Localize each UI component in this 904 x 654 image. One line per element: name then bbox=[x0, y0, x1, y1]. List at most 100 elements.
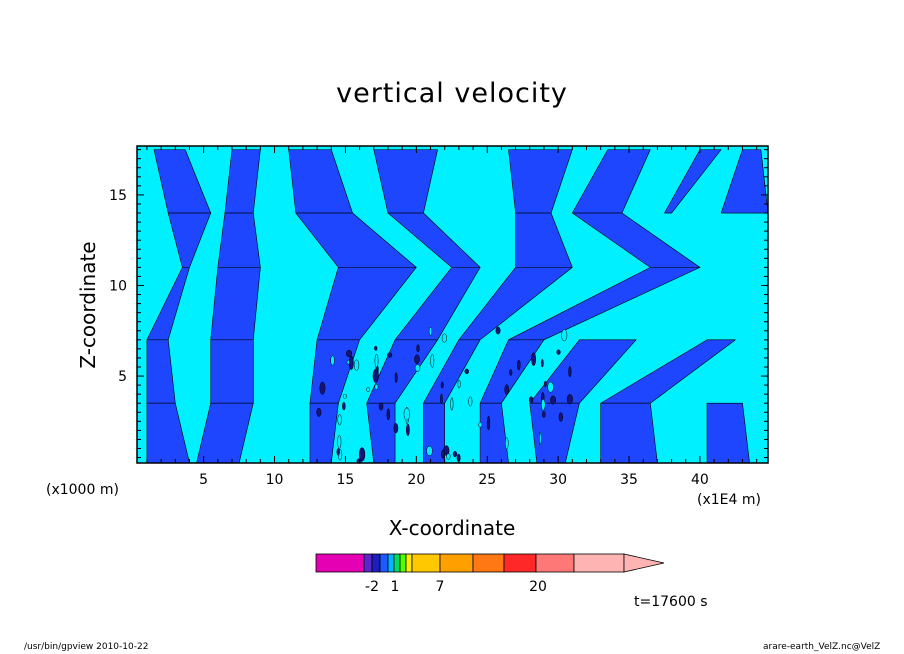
colorbar: -2 1 7 20 bbox=[315, 553, 665, 595]
colorbar-segment bbox=[472, 553, 505, 573]
small-scale-contour bbox=[441, 449, 445, 459]
small-scale-contour bbox=[528, 396, 534, 404]
footer-command: /usr/bin/gpview 2010-10-22 bbox=[24, 642, 149, 652]
time-label: t=17600 s bbox=[634, 594, 708, 610]
small-scale-contour bbox=[556, 349, 561, 355]
negative-velocity-plume bbox=[217, 212, 261, 268]
small-scale-contour bbox=[430, 353, 435, 368]
small-scale-contour bbox=[531, 352, 537, 366]
small-scale-contour bbox=[558, 412, 564, 422]
small-scale-contour bbox=[441, 333, 448, 343]
colorbar-segment bbox=[439, 553, 474, 573]
negative-velocity-plume bbox=[210, 339, 254, 404]
small-scale-contour bbox=[337, 414, 342, 426]
small-scale-contour bbox=[319, 381, 326, 395]
small-scale-contour bbox=[504, 437, 509, 450]
small-scale-contour bbox=[566, 394, 573, 405]
x-tick-label: 30 bbox=[549, 472, 567, 488]
small-scale-contour bbox=[478, 422, 483, 428]
colorbar-segment bbox=[503, 553, 537, 573]
y-tick-label: 5 bbox=[118, 369, 127, 385]
x-tick-label: 35 bbox=[620, 472, 638, 488]
small-scale-contour bbox=[337, 435, 342, 449]
colorbar-segment bbox=[363, 553, 373, 573]
small-scale-contour bbox=[374, 383, 379, 390]
small-scale-contour bbox=[568, 366, 572, 378]
x-tick-label: 25 bbox=[478, 472, 496, 488]
velocity-field bbox=[137, 146, 769, 464]
colorbar-segment bbox=[573, 553, 625, 573]
x-axis-label: X-coordinate bbox=[388, 516, 516, 540]
small-scale-contour bbox=[446, 453, 451, 460]
small-scale-contour bbox=[550, 395, 557, 405]
axis-tick-labels: 5 10 15 20 25 30 35 40 5 10 15 bbox=[109, 188, 709, 488]
colorbar-segment bbox=[535, 553, 575, 573]
small-scale-contour bbox=[414, 354, 420, 364]
colorbar-segment bbox=[411, 553, 441, 573]
plot-frame bbox=[136, 145, 769, 464]
small-scale-contour bbox=[457, 379, 461, 389]
small-scale-contour bbox=[345, 349, 353, 357]
colorbar-segment bbox=[399, 553, 407, 573]
colorbar-segment bbox=[387, 553, 395, 573]
colorbar-label: 20 bbox=[529, 579, 547, 595]
small-scale-contour bbox=[426, 445, 433, 456]
y-tick-label: 15 bbox=[109, 188, 127, 204]
small-scale-contour bbox=[342, 393, 347, 399]
colorbar-label: 1 bbox=[391, 579, 400, 595]
x-tick-label: 40 bbox=[691, 472, 709, 488]
x-tick-label: 15 bbox=[337, 472, 355, 488]
small-scale-contour bbox=[540, 398, 546, 411]
negative-velocity-plume bbox=[600, 402, 658, 464]
small-scale-contour bbox=[440, 381, 444, 389]
small-scale-contour bbox=[547, 381, 554, 393]
small-scale-contour bbox=[353, 359, 360, 371]
small-scale-contour bbox=[540, 359, 544, 368]
small-scale-contour bbox=[452, 451, 458, 458]
colorbar-segment bbox=[371, 553, 381, 573]
y-axis-label: Z-coordinate bbox=[76, 241, 100, 369]
small-scale-contour bbox=[378, 402, 384, 411]
x-tick-label: 10 bbox=[266, 472, 284, 488]
colorbar-segment bbox=[315, 553, 365, 573]
colorbar-label: 7 bbox=[436, 579, 445, 595]
small-scale-contour bbox=[414, 364, 421, 372]
x-tick-label: 20 bbox=[407, 472, 425, 488]
small-scale-contour bbox=[372, 368, 379, 383]
small-scale-contour bbox=[486, 415, 491, 431]
axis-ticks bbox=[137, 146, 768, 463]
small-scale-contour bbox=[336, 448, 340, 456]
small-scale-contour bbox=[374, 353, 379, 368]
small-scale-contour bbox=[468, 396, 473, 407]
small-scale-contour bbox=[394, 372, 398, 383]
small-scale-contour bbox=[393, 423, 399, 434]
small-scale-contour bbox=[387, 352, 393, 358]
small-scale-contour bbox=[386, 408, 391, 421]
small-scale-contour bbox=[464, 368, 469, 375]
footer-file: arare-earth_VelZ.nc@VelZ bbox=[763, 642, 881, 652]
small-scale-contour bbox=[330, 355, 335, 366]
small-scale-contour bbox=[342, 401, 346, 411]
small-scale-contour bbox=[538, 432, 542, 445]
small-scale-contour bbox=[348, 355, 354, 370]
x-axis-unit-label: (x1E4 m) bbox=[697, 492, 761, 508]
negative-velocity-plume bbox=[706, 402, 750, 464]
small-scale-contour bbox=[542, 410, 546, 418]
x-tick-label: 5 bbox=[199, 472, 208, 488]
colorbar-segment bbox=[393, 553, 401, 573]
small-scale-contour bbox=[543, 380, 547, 388]
y-tick-label: 10 bbox=[109, 278, 127, 294]
small-scale-contour bbox=[416, 344, 420, 353]
small-scale-contour bbox=[440, 393, 443, 405]
negative-velocity-plume bbox=[210, 267, 261, 341]
small-scale-contour bbox=[358, 447, 366, 462]
colorbar-label: -2 bbox=[365, 579, 379, 595]
small-scale-contour bbox=[509, 369, 513, 376]
small-scale-contour bbox=[495, 326, 501, 335]
colorbar-segment bbox=[405, 553, 413, 573]
colorbar-segment bbox=[379, 553, 389, 573]
small-scale-contour bbox=[406, 423, 410, 437]
small-scale-contour bbox=[403, 407, 411, 421]
colorbar-arrow bbox=[623, 553, 665, 573]
